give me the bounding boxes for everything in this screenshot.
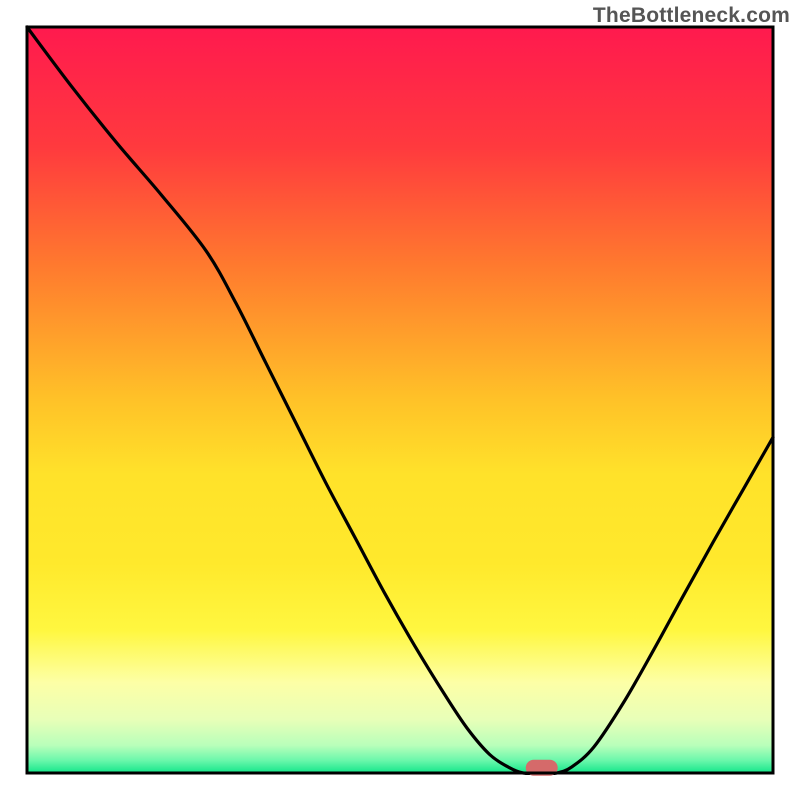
watermark-label: TheBottleneck.com (593, 4, 790, 28)
plot-background (29, 29, 772, 772)
chart-svg (0, 0, 800, 800)
bottleneck-chart: TheBottleneck.com (0, 0, 800, 800)
